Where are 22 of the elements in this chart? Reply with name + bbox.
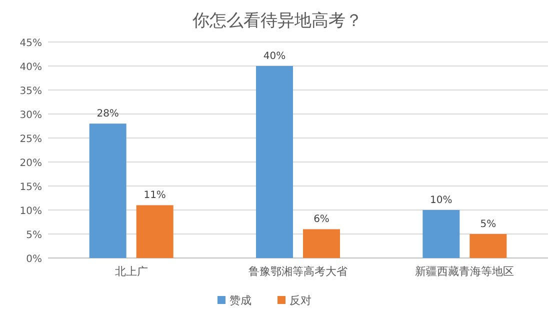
ytick: 15% <box>20 182 42 193</box>
ytick: 0% <box>26 254 42 265</box>
ytick: 35% <box>20 86 42 97</box>
ytick: 25% <box>20 134 42 145</box>
data-label: 6% <box>314 214 330 226</box>
ytick: 5% <box>26 230 42 241</box>
ytick: 30% <box>20 110 42 121</box>
ytick: 20% <box>20 158 42 169</box>
data-label: 28% <box>96 108 119 120</box>
data-label: 40% <box>263 51 286 62</box>
title: 你怎么看待异地高考？ <box>192 11 362 31</box>
ytick: 45% <box>20 38 42 49</box>
legend: 反对 <box>290 294 312 307</box>
xtick: 鲁豫鄂湘等高考大省 <box>248 265 348 278</box>
xtick: 新疆西藏青海等地区 <box>415 265 514 278</box>
legend: 赞成 <box>230 294 252 307</box>
xtick: 北上广 <box>114 265 148 278</box>
data-label: 10% <box>430 195 452 206</box>
ytick: 40% <box>20 62 42 73</box>
ytick: 10% <box>20 206 42 217</box>
data-label: 11% <box>144 190 166 202</box>
data-label: 5% <box>480 219 496 230</box>
